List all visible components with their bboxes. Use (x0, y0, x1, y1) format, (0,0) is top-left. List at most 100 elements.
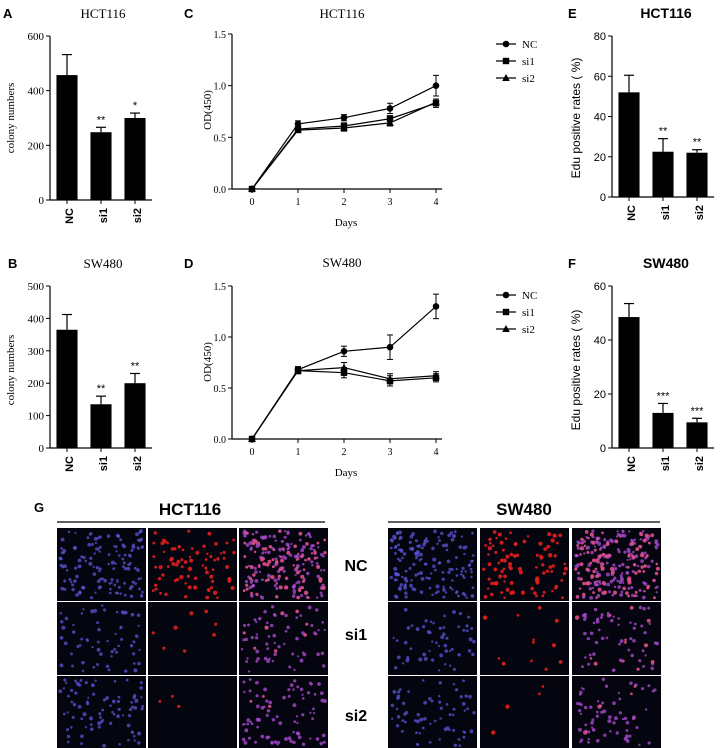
edu-dot (592, 569, 596, 574)
nucleus-dot (317, 546, 320, 549)
nucleus-dot (405, 658, 410, 663)
nucleus-dot (269, 623, 274, 628)
edu-dot (497, 532, 502, 537)
nucleus-dot (640, 686, 645, 691)
nucleus-dot (416, 712, 420, 717)
nucleus-dot (246, 657, 249, 660)
nucleus-dot (241, 723, 245, 726)
nucleus-dot (129, 562, 132, 565)
edu-dot (214, 542, 218, 546)
edu-dot (179, 574, 184, 580)
nucleus-dot (255, 694, 259, 698)
nucleus-dot (654, 539, 659, 544)
edu-dot (300, 586, 305, 590)
edu-dot (561, 596, 564, 600)
edu-dot (558, 533, 563, 538)
nucleus-dot (608, 715, 612, 719)
nucleus-dot (577, 709, 582, 713)
nucleus-dot (64, 616, 69, 621)
edu-dot (255, 592, 259, 597)
edu-dot (497, 561, 501, 565)
nucleus-dot (616, 530, 619, 533)
nucleus-dot (306, 571, 310, 576)
nucleus-dot (455, 590, 459, 594)
nucleus-dot (116, 580, 119, 584)
nucleus-dot (434, 568, 437, 572)
micrograph-tile-hct116-si1-dapi (57, 602, 146, 675)
row-label-nc: NC (344, 558, 368, 575)
nucleus-dot (460, 570, 464, 573)
edu-dot (633, 685, 637, 688)
nucleus-dot (72, 702, 77, 707)
nucleus-dot (242, 680, 246, 684)
nucleus-dot (77, 564, 82, 569)
edu-dot (627, 565, 630, 569)
nucleus-dot (309, 547, 313, 551)
nucleus-dot (71, 587, 75, 592)
micrograph-background (239, 528, 328, 601)
edu-dot (260, 558, 264, 562)
nucleus-dot (465, 545, 468, 549)
y-tick-label: 60 (594, 71, 606, 83)
nucleus-dot (319, 691, 324, 696)
nucleus-dot (85, 638, 89, 641)
nucleus-dot (426, 630, 431, 634)
data-point (432, 82, 440, 89)
nucleus-dot (122, 561, 126, 565)
nucleus-dot (117, 644, 120, 648)
nucleus-dot (444, 543, 449, 548)
nucleus-dot (442, 585, 445, 589)
edu-dot (627, 594, 630, 598)
edu-dot (321, 585, 326, 590)
nucleus-dot (613, 576, 617, 580)
nucleus-dot (309, 711, 312, 714)
bar (652, 151, 674, 197)
nucleus-dot (311, 564, 314, 567)
nucleus-dot (595, 714, 600, 718)
y-axis-label: colony numbers (5, 335, 17, 406)
edu-dot (643, 564, 647, 568)
nucleus-dot (583, 631, 587, 636)
nucleus-dot (461, 566, 465, 570)
nucleus-dot (593, 545, 597, 548)
edu-dot (244, 531, 248, 535)
edu-dot (487, 562, 492, 567)
nucleus-dot (613, 716, 618, 721)
micrograph-background (57, 528, 146, 601)
nucleus-dot (424, 619, 428, 623)
nucleus-dot (127, 738, 130, 742)
nucleus-dot (390, 538, 393, 542)
nucleus-dot (132, 696, 136, 700)
nucleus-dot (273, 584, 277, 587)
panel-letter-c: C (184, 6, 194, 21)
nucleus-dot (132, 662, 136, 665)
edu-dot (530, 659, 533, 663)
nucleus-dot (287, 736, 292, 741)
nucleus-dot (590, 726, 594, 729)
nucleus-dot (648, 622, 651, 626)
nucleus-dot (59, 557, 63, 561)
nucleus-dot (277, 740, 281, 744)
nucleus-dot (421, 546, 424, 550)
nucleus-dot (620, 576, 624, 580)
significance-label: *** (657, 390, 671, 402)
nucleus-dot (633, 542, 637, 545)
nucleus-dot (311, 544, 315, 548)
nucleus-dot (416, 743, 420, 747)
edu-dot (316, 564, 321, 569)
nucleus-dot (631, 593, 635, 598)
micrograph-tile-hct116-si2-dapi (57, 676, 146, 748)
nucleus-dot (321, 733, 326, 738)
nucleus-dot (615, 731, 619, 735)
bar (686, 152, 708, 197)
nucleus-dot (455, 574, 459, 577)
panel-letter-g: G (34, 500, 44, 515)
edu-dot (650, 533, 655, 538)
micrograph-tile-hct116-si1-edu (148, 602, 237, 675)
micrograph-tile-hct116-si2-merge (239, 676, 328, 748)
nucleus-dot (636, 564, 640, 568)
nucleus-dot (96, 621, 100, 625)
nucleus-dot (289, 739, 293, 744)
nucleus-dot (71, 715, 75, 719)
y-tick-label: 400 (28, 86, 45, 98)
